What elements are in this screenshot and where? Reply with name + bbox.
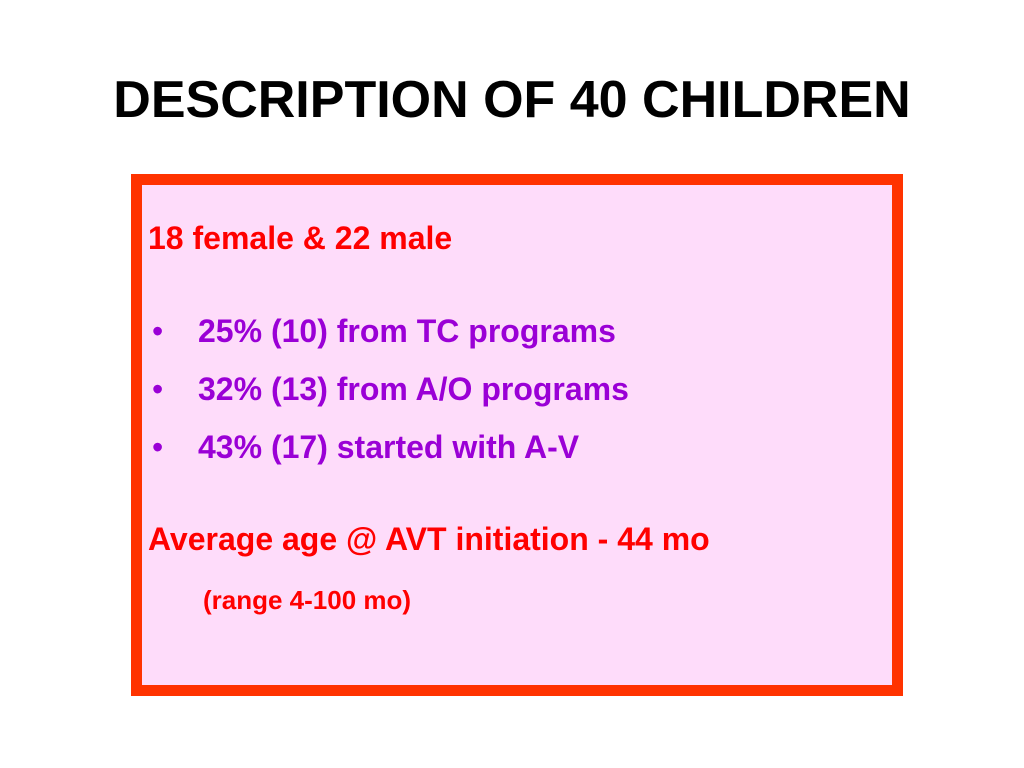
bullet-icon: • <box>152 429 164 465</box>
gender-summary: 18 female & 22 male <box>148 220 453 256</box>
bullet-icon: • <box>152 371 164 407</box>
bullet-icon: • <box>152 313 164 349</box>
bullet-text: 43% (17) started with A-V <box>198 429 580 465</box>
bullet-text: 25% (10) from TC programs <box>198 313 616 349</box>
slide-title: DESCRIPTION OF 40 CHILDREN <box>113 71 911 129</box>
bullet-item-ao: • 32% (13) from A/O programs <box>152 369 629 409</box>
bullet-item-av: • 43% (17) started with A-V <box>152 427 579 467</box>
bullet-item-tc: • 25% (10) from TC programs <box>152 311 616 351</box>
content-box <box>131 174 903 696</box>
bullet-text: 32% (13) from A/O programs <box>198 371 629 407</box>
age-range-line: (range 4-100 mo) <box>203 585 412 615</box>
average-age-line: Average age @ AVT initiation - 44 mo <box>148 521 710 557</box>
